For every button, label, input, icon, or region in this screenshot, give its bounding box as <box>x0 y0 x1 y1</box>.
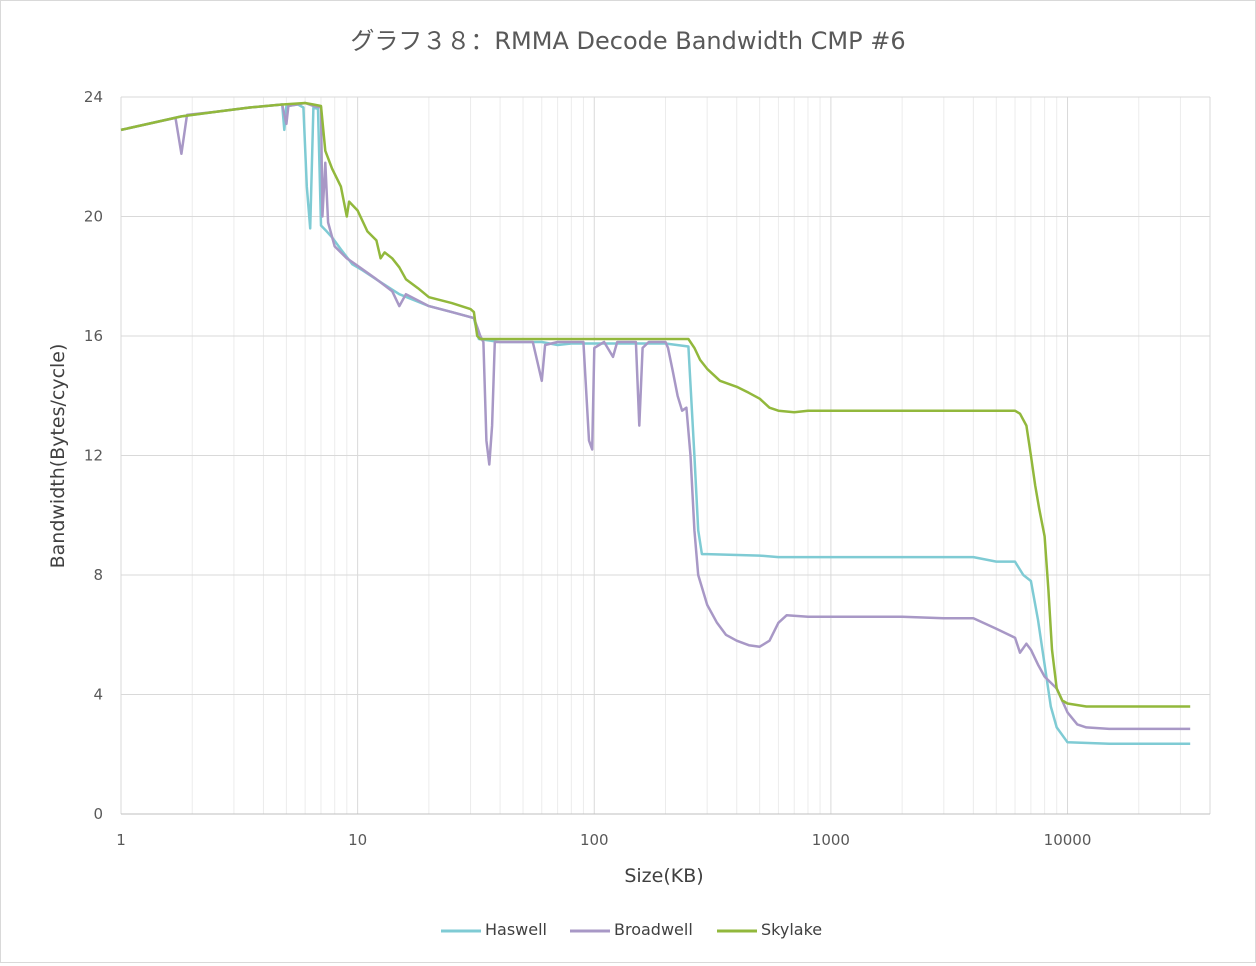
x-tick-label: 10000 <box>1044 831 1092 849</box>
legend-label: Skylake <box>761 920 822 939</box>
y-tick-label: 8 <box>93 566 103 584</box>
y-tick-label: 24 <box>84 88 103 106</box>
x-tick-label: 1000 <box>812 831 850 849</box>
series-lines <box>120 101 1191 746</box>
y-tick-label: 0 <box>93 805 103 823</box>
x-axis-label: Size(KB) <box>624 865 703 887</box>
chart-title: グラフ３８：RMMA Decode Bandwidth CMP #6 <box>350 27 905 55</box>
x-tick-label: 1 <box>116 831 126 849</box>
y-tick-label: 20 <box>84 208 103 226</box>
y-tick-label: 16 <box>84 327 103 345</box>
y-axis-label: Bandwidth(Bytes/cycle) <box>47 344 69 569</box>
series-line-skylake <box>120 101 1191 708</box>
legend-label: Broadwell <box>614 920 693 939</box>
x-tick-labels: 1 10 100 1000 10000 <box>116 831 1091 849</box>
x-tick-label: 100 <box>580 831 609 849</box>
x-tick-label: 10 <box>348 831 367 849</box>
series-line-broadwell <box>120 101 1191 731</box>
y-tick-labels: 0 4 8 12 16 20 24 <box>84 88 103 823</box>
y-tick-label: 4 <box>93 686 103 704</box>
y-tick-label: 12 <box>84 447 103 465</box>
legend: Haswell Broadwell Skylake <box>441 920 822 939</box>
legend-label: Haswell <box>485 920 547 939</box>
